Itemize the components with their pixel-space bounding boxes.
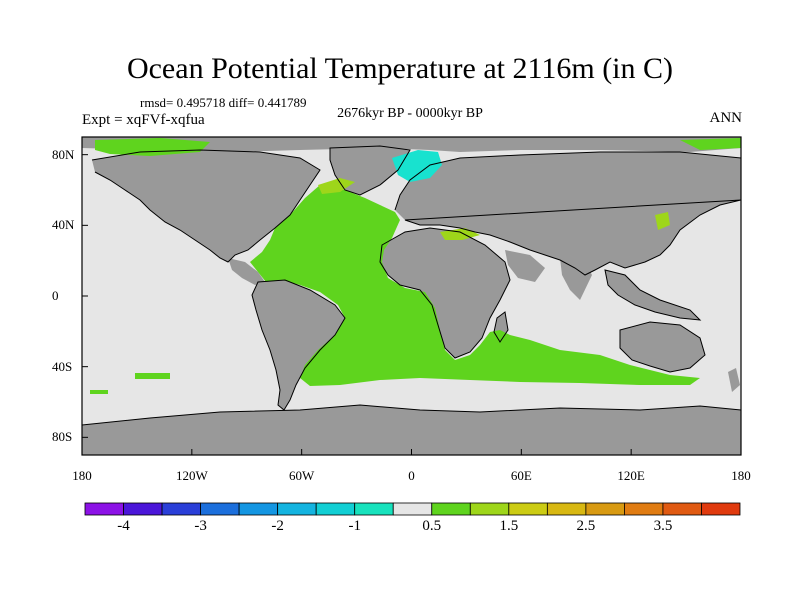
colorbar-swatch <box>392 502 433 516</box>
colorbar-swatch <box>277 502 317 516</box>
period-text: 2676kyr BP - 0000kyr BP <box>337 106 483 121</box>
arabia-landmass <box>505 250 545 282</box>
colorbar-swatch <box>585 502 625 516</box>
arctic-gray <box>82 137 741 152</box>
colorbar-swatch <box>123 502 163 516</box>
africa-landmass <box>380 228 510 358</box>
colorbar-label: 3.5 <box>653 518 673 534</box>
north-america-landmass <box>92 150 320 262</box>
lon-tick-label: 120W <box>175 468 208 483</box>
colorbar-swatch <box>546 502 587 516</box>
north-america-coastline <box>91 149 321 263</box>
south-america-landmass <box>252 280 345 410</box>
experiment-label: Expt = xqFVf-xqfua <box>82 112 205 128</box>
colorbar <box>84 502 741 516</box>
colorbar-swatch <box>315 502 356 516</box>
greenland-coastline <box>329 145 411 196</box>
lon-tick-label: 60W <box>289 468 315 483</box>
colorbar-swatch <box>662 502 702 516</box>
warmer-patch-japan <box>655 212 670 230</box>
southern-gray-band <box>82 440 741 455</box>
lon-tick-label: 0 <box>408 468 415 483</box>
south-america-coastline <box>251 279 346 411</box>
lat-tick-label: 80N <box>52 146 75 162</box>
maritime-coastline <box>604 269 702 321</box>
australia-coastline <box>619 321 706 373</box>
australia-landmass <box>620 322 705 372</box>
colorbar-label: 0.5 <box>422 518 442 534</box>
colorbar-swatch <box>508 502 548 516</box>
colorbar-swatch <box>354 502 394 516</box>
central-america-landmass <box>228 258 265 285</box>
pacific-arctic-patch <box>680 138 741 150</box>
lon-tick-label: 180 <box>72 468 92 483</box>
colorbar-label: -3 <box>194 518 207 534</box>
stats-text: rmsd= 0.495718 diff= 0.441789 <box>140 95 307 110</box>
colorbar-swatch <box>84 502 124 516</box>
madagascar-coastline <box>493 311 509 343</box>
colorbar-label: 1.5 <box>499 518 519 534</box>
lon-tick-label: 60E <box>510 468 532 483</box>
lat-tick-label: 80S <box>52 429 73 445</box>
lon-tick-label: 180 <box>731 468 751 483</box>
colorbar-swatch <box>431 502 471 516</box>
warmer-patch-north <box>318 178 355 194</box>
india-landmass <box>560 258 592 300</box>
lon-tick-label: 120E <box>617 468 645 483</box>
colorbar-swatch <box>701 502 741 516</box>
antarctica-coastline <box>82 404 741 426</box>
pacific-patch-b <box>90 390 108 394</box>
atlantic-warming-region <box>250 185 700 386</box>
lat-tick-label: 40N <box>52 217 75 233</box>
colorbar-swatch <box>469 502 510 516</box>
season-label: ANN <box>709 110 743 126</box>
africa-coastline <box>379 227 511 359</box>
colorbar-label: -4 <box>117 518 130 534</box>
maritime-asia-landmass <box>605 270 700 320</box>
pacific-patch-a <box>135 373 170 379</box>
new-zealand-landmass <box>728 368 740 392</box>
eurasia-landmass <box>395 152 741 275</box>
colorbar-label: -1 <box>348 518 361 534</box>
lat-tick-label: 0 <box>52 288 59 303</box>
colorbar-label: 2.5 <box>576 518 596 534</box>
eurasia-coastline <box>394 151 741 276</box>
cooling-region <box>392 150 442 182</box>
arctic-warming-patch <box>95 138 210 156</box>
map-title: Ocean Potential Temperature at 2116m (in… <box>126 52 674 85</box>
colorbar-swatch <box>161 502 201 516</box>
lat-tick-label: 40S <box>52 358 73 374</box>
colorbar-label: -2 <box>271 518 284 534</box>
colorbar-swatch <box>238 502 279 516</box>
colorbar-swatch <box>200 502 240 516</box>
colorbar-swatch <box>624 502 664 516</box>
